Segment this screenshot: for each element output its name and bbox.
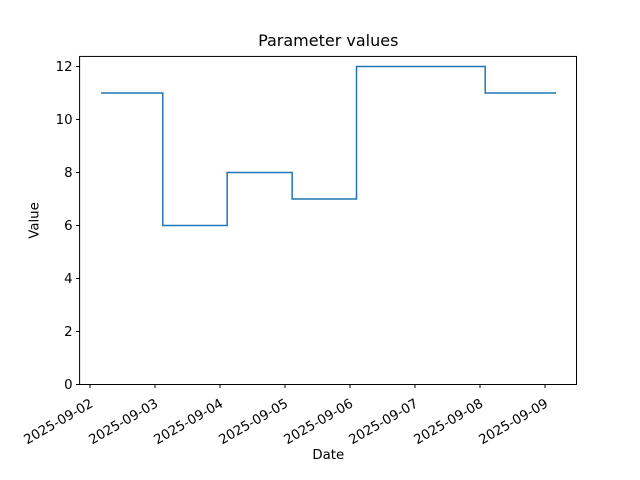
x-tick-label: 2025-09-07 — [347, 396, 421, 448]
y-tick-label: 6 — [64, 219, 72, 234]
y-tick-label: 10 — [56, 113, 73, 128]
y-tick-label: 4 — [64, 272, 72, 287]
chart-title: Parameter values — [258, 31, 398, 50]
x-tick-label: 2025-09-04 — [152, 396, 226, 448]
plot-frame — [79, 55, 578, 386]
x-tick-label: 2025-09-05 — [217, 396, 291, 448]
x-axis-label: Date — [312, 448, 344, 463]
x-axis-ticks: 2025-09-022025-09-032025-09-042025-09-05… — [22, 384, 551, 448]
step-line-series — [101, 65, 557, 227]
y-tick-label: 0 — [64, 378, 72, 393]
x-tick-label: 2025-09-09 — [477, 396, 551, 448]
x-tick-label: 2025-09-03 — [87, 396, 161, 448]
y-tick-label: 12 — [56, 60, 73, 75]
axes-spines — [79, 55, 578, 386]
y-tick-label: 8 — [64, 166, 72, 181]
y-tick-label: 2 — [64, 325, 72, 340]
y-axis-ticks: 0 2 4 6 8 10 12 — [56, 60, 80, 393]
step-line — [101, 65, 557, 227]
x-tick-label: 2025-09-02 — [22, 396, 96, 448]
y-axis-label: Value — [28, 202, 43, 239]
x-tick-label: 2025-09-08 — [412, 396, 486, 448]
x-tick-label: 2025-09-06 — [282, 396, 356, 448]
